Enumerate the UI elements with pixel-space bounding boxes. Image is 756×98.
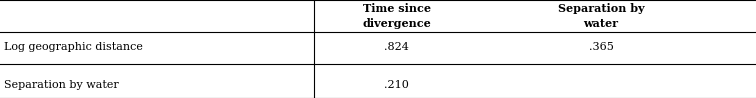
Text: .824: .824 [385, 42, 409, 52]
Text: Time since
divergence: Time since divergence [363, 3, 431, 29]
Text: .210: .210 [385, 80, 409, 90]
Text: .365: .365 [589, 42, 613, 52]
Text: Separation by water: Separation by water [4, 80, 119, 90]
Text: Separation by
water: Separation by water [558, 3, 644, 29]
Text: Log geographic distance: Log geographic distance [4, 42, 143, 52]
